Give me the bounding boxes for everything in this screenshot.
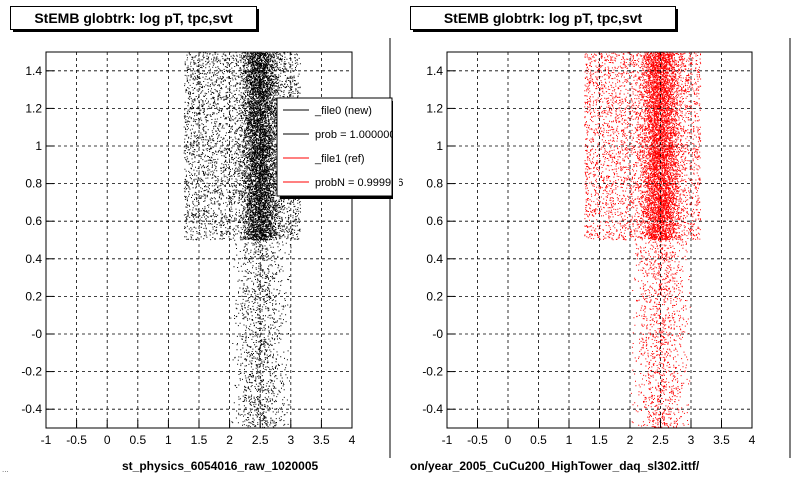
- x-tick-label: -1: [442, 433, 453, 447]
- legend-entry: probN = 0.999996: [315, 177, 403, 189]
- y-tick-label: -0.2: [21, 365, 42, 379]
- x-tick-label: 2.5: [652, 433, 669, 447]
- scatter-points: [584, 51, 702, 429]
- legend-clip: [393, 98, 399, 200]
- x-tick-label: 0: [505, 433, 512, 447]
- scatter-region-2: [230, 239, 292, 429]
- y-tick-label: 1.4: [426, 64, 443, 78]
- legend-box: [276, 97, 393, 197]
- legend-entry: _file0 (new): [314, 105, 372, 117]
- grid: [446, 52, 753, 428]
- x-tick-label: 3.5: [713, 433, 730, 447]
- right-plot-title: StEMB globtrk: log pT, tpc,svt: [410, 6, 678, 32]
- x-tick-label: 3: [287, 433, 294, 447]
- legend: _file0 (new) prob = 1.000000 _file1 (ref) p…: [276, 97, 403, 200]
- y-tick-label: 0.4: [426, 252, 443, 266]
- x-tick-label: 0: [104, 433, 111, 447]
- x-tick-label: 3: [688, 433, 695, 447]
- x-tick-label: 1: [566, 433, 573, 447]
- x-tick-label: 2.5: [252, 433, 269, 447]
- x-tick-label: 4: [349, 433, 356, 447]
- y-tick-label: -0.4: [21, 402, 42, 416]
- x-tick-label: 4: [749, 433, 756, 447]
- x-tick-label: 2: [627, 433, 634, 447]
- legend-entry: _file1 (ref): [314, 153, 365, 165]
- scatter-region-1: [634, 51, 688, 241]
- x-tick-label: 0.5: [530, 433, 547, 447]
- y-tick-label: 1.4: [25, 64, 42, 78]
- x-tick-label: -1: [41, 433, 52, 447]
- x-tick-label: 0.5: [129, 433, 146, 447]
- x-tick-label: 1.5: [591, 433, 608, 447]
- x-tick-label: -0.5: [66, 433, 87, 447]
- y-tick-label: 0.8: [25, 177, 42, 191]
- x-tick-label: 2: [226, 433, 233, 447]
- y-tick-label: 0.6: [426, 214, 443, 228]
- y-tick-label: -0: [31, 327, 42, 341]
- y-tick-label: -0.4: [422, 402, 443, 416]
- x-tick-label: -0.5: [467, 433, 488, 447]
- y-tick-label: 0.2: [426, 289, 443, 303]
- y-tick-label: 0.2: [25, 289, 42, 303]
- legend-entry: prob = 1.000000: [315, 129, 395, 141]
- y-tick-label: -0: [432, 327, 443, 341]
- left-plot-title: StEMB globtrk: log pT, tpc,svt: [10, 6, 259, 32]
- y-tick-label: 1.2: [426, 101, 443, 115]
- plot-panel-1: -1 -0.5 0 0.5 1 1.5 2 2.5 3 3.5 4 -0.4 -0.2 -0 0.2 0.4 0…: [410, 38, 791, 458]
- x-tick-label: 1: [165, 433, 172, 447]
- right-xaxis-label: on/year_2005_CuCu200_HighTower_daq_sl302…: [410, 459, 700, 473]
- y-tick-label: -0.2: [422, 365, 443, 379]
- y-tick-label: 0.6: [25, 214, 42, 228]
- y-tick-label: 0.4: [25, 252, 42, 266]
- y-tick-label: 0.8: [426, 177, 443, 191]
- left-xaxis-label: st_physics_6054016_raw_1020005: [122, 459, 319, 473]
- scatter-region-1: [234, 51, 288, 241]
- y-tick-label: 1.2: [25, 101, 42, 115]
- y-tick-label: 1: [35, 139, 42, 153]
- footnote: ...: [2, 466, 9, 474]
- x-tick-label: 3.5: [313, 433, 330, 447]
- scatter-region-2: [630, 239, 691, 429]
- x-tick-label: 1.5: [191, 433, 208, 447]
- y-tick-label: 1: [436, 139, 443, 153]
